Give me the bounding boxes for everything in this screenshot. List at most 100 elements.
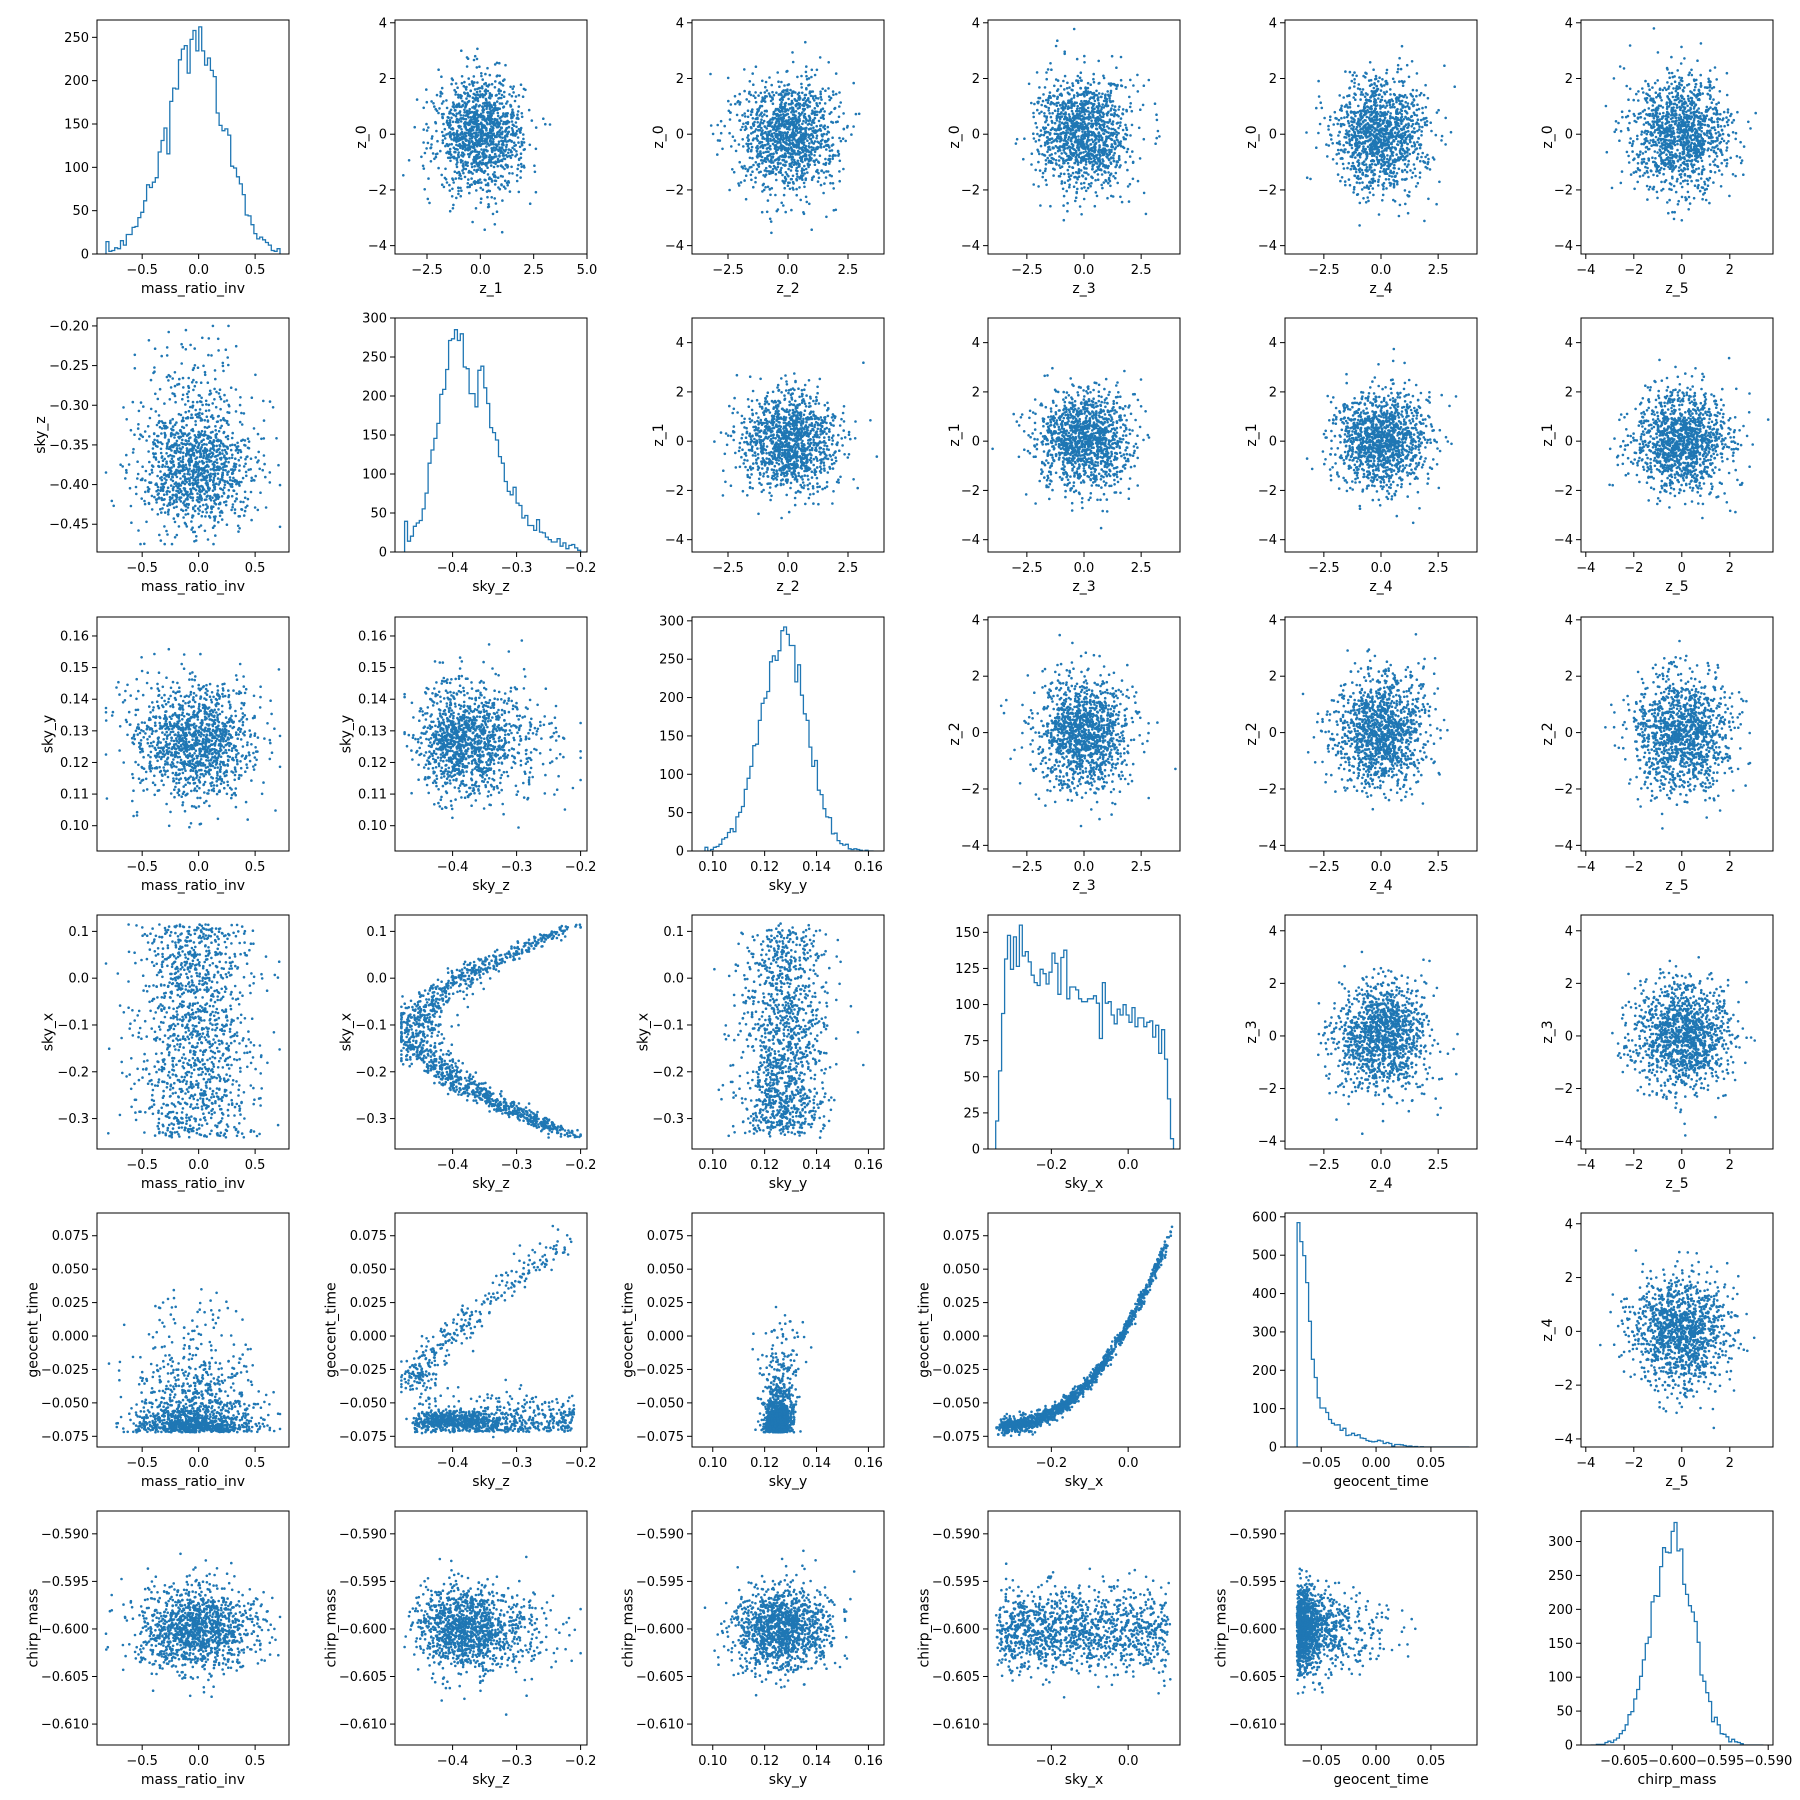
scatter-point <box>782 159 786 162</box>
scatter-point <box>473 150 477 153</box>
scatter-point <box>485 154 488 158</box>
scatter-point <box>831 136 834 139</box>
scatter-point <box>728 131 731 135</box>
scatter-point <box>810 75 813 79</box>
scatter-point <box>502 122 505 126</box>
scatter-point <box>492 138 495 141</box>
scatter-point <box>834 154 837 157</box>
scatter-point <box>1093 204 1097 208</box>
scatter-point <box>822 145 826 149</box>
y-tick-label: 0 <box>676 128 684 143</box>
scatter-point <box>475 113 478 116</box>
scatter-point <box>506 155 509 159</box>
scatter-point <box>1121 108 1125 111</box>
scatter-point <box>1073 114 1077 118</box>
scatter-point <box>1094 178 1097 182</box>
scatter-point <box>780 201 783 205</box>
scatter-point <box>501 84 505 87</box>
scatter-point <box>1110 138 1114 141</box>
scatter-point <box>478 137 481 141</box>
scatter-point <box>1088 97 1092 100</box>
scatter-point <box>1045 183 1048 187</box>
scatter-point <box>490 147 493 150</box>
scatter-point <box>1034 168 1037 172</box>
scatter-point <box>779 168 782 172</box>
scatter-point <box>1066 201 1069 205</box>
scatter-point <box>500 93 504 97</box>
scatter-point <box>1049 204 1052 208</box>
scatter-point <box>1362 163 1366 167</box>
scatter-point <box>466 123 470 126</box>
scatter-point <box>829 181 832 185</box>
scatter-point <box>479 112 483 116</box>
scatter-point <box>1125 133 1129 137</box>
scatter-point <box>810 228 813 231</box>
scatter-point <box>1063 74 1067 78</box>
scatter-point <box>507 126 511 129</box>
scatter-point <box>1419 144 1422 147</box>
scatter-point <box>794 110 798 113</box>
scatter-point <box>1158 135 1161 138</box>
scatter-point <box>1063 50 1066 53</box>
scatter-point <box>484 183 488 187</box>
scatter-point <box>500 230 504 234</box>
scatter-point <box>1348 124 1351 128</box>
scatter-point <box>837 115 841 119</box>
scatter-point <box>764 160 768 163</box>
scatter-point <box>1364 147 1367 151</box>
scatter-point <box>495 125 499 129</box>
scatter-point <box>795 141 798 144</box>
scatter-point <box>1329 133 1332 136</box>
scatter-point <box>767 170 771 173</box>
scatter-point <box>426 141 430 145</box>
scatter-point <box>1339 148 1343 152</box>
scatter-point <box>808 134 811 137</box>
scatter-point <box>493 223 497 226</box>
scatter-point <box>1089 130 1093 134</box>
scatter-point <box>486 173 490 176</box>
scatter-point <box>785 139 788 142</box>
scatter-point <box>1087 157 1090 161</box>
scatter-point <box>1114 176 1117 180</box>
scatter-point <box>499 174 503 178</box>
scatter-point <box>507 139 510 143</box>
scatter-point <box>1078 109 1081 113</box>
scatter-point <box>475 170 478 173</box>
scatter-point <box>809 151 813 154</box>
scatter-point <box>1342 123 1346 127</box>
scatter-point <box>1073 132 1077 136</box>
scatter-point <box>1353 150 1356 154</box>
scatter-point <box>1427 197 1430 201</box>
scatter-point <box>1037 185 1040 188</box>
scatter-point <box>1083 186 1086 189</box>
scatter-point <box>1089 83 1092 86</box>
scatter-point <box>1086 86 1090 90</box>
scatter-point <box>800 133 804 137</box>
scatter-point <box>1062 204 1065 207</box>
scatter-point <box>1129 78 1132 82</box>
scatter-point <box>775 145 778 149</box>
scatter-point <box>471 100 475 103</box>
scatter-point <box>459 117 462 120</box>
scatter-point <box>1081 140 1085 144</box>
scatter-point <box>744 197 748 201</box>
scatter-point <box>1081 102 1084 105</box>
scatter-point <box>1413 143 1417 146</box>
scatter-point <box>1059 172 1063 175</box>
scatter-point <box>1352 164 1356 168</box>
scatter-point <box>768 76 771 79</box>
scatter-point <box>440 173 444 177</box>
scatter-point <box>517 190 521 194</box>
scatter-point <box>824 157 827 161</box>
scatter-point <box>441 139 445 142</box>
scatter-point <box>507 180 510 183</box>
scatter-point <box>776 141 779 145</box>
scatter-point <box>1414 174 1417 178</box>
scatter-point <box>472 75 476 78</box>
scatter-point <box>798 98 801 101</box>
scatter-point <box>1062 148 1065 152</box>
scatter-point <box>481 131 485 134</box>
scatter-point <box>838 91 841 94</box>
scatter-point <box>779 102 783 106</box>
